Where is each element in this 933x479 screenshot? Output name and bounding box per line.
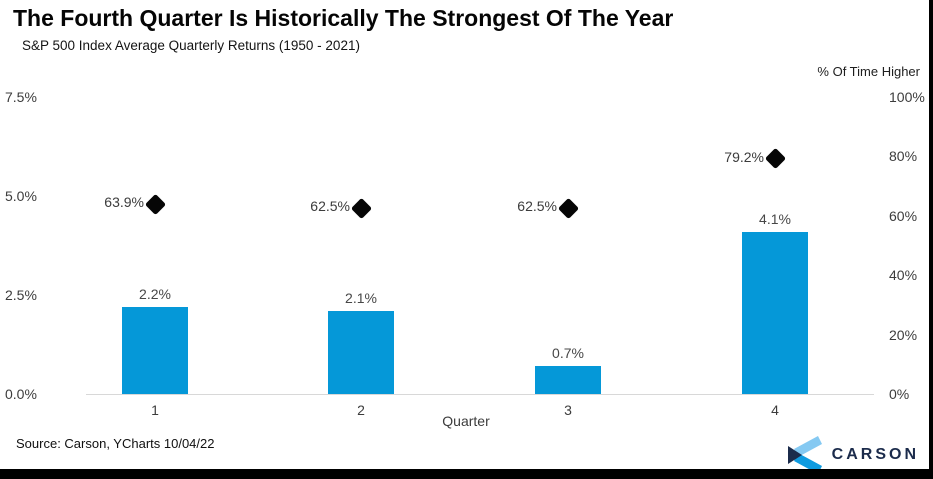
bar-value-label: 4.1% [759, 210, 791, 227]
marker-value-label: 79.2% [724, 148, 764, 165]
right-axis-title: % Of Time Higher [817, 64, 920, 79]
bottom-border-bar [0, 469, 933, 479]
x-axis-tick-label: 3 [564, 402, 572, 418]
y-axis-tick-label-right: 60% [889, 207, 918, 224]
marker-value-label: 62.5% [310, 198, 350, 215]
logo-chevron-top [793, 436, 822, 457]
y-axis-tick-label-right: 40% [889, 267, 918, 284]
bar-value-label: 2.1% [345, 289, 377, 306]
x-axis-tick-label: 4 [771, 402, 779, 418]
carson-logo: CARSON [787, 436, 919, 474]
y-axis-tick-label-left: 0.0% [5, 386, 37, 402]
x-axis-title: Quarter [442, 413, 490, 429]
bar-value-label: 2.2% [139, 285, 171, 302]
y-axis-tick-label-right: 0% [889, 386, 910, 402]
bar-quarter-3 [535, 366, 601, 394]
logo-text: CARSON [831, 446, 919, 463]
logo-triangle [787, 446, 802, 464]
marker-diamond-quarter-1 [144, 193, 166, 215]
source-note: Source: Carson, YCharts 10/04/22 [16, 436, 215, 451]
logo-chevron-bottom [793, 453, 822, 474]
y-axis-tick-label-left: 5.0% [5, 188, 37, 204]
right-border-bar [929, 0, 933, 479]
bar-quarter-1 [122, 306, 188, 394]
x-axis-line [86, 394, 874, 395]
x-axis-tick-label: 1 [151, 402, 159, 418]
bar-quarter-2 [328, 310, 394, 394]
marker-diamond-quarter-3 [557, 197, 579, 219]
marker-value-label: 63.9% [104, 194, 144, 211]
marker-diamond-quarter-4 [764, 148, 786, 170]
y-axis-tick-label-right: 100% [889, 89, 925, 105]
y-axis-tick-label-right: 80% [889, 148, 918, 165]
marker-value-label: 62.5% [517, 198, 557, 215]
bar-quarter-4 [742, 231, 808, 394]
marker-diamond-quarter-2 [350, 197, 372, 219]
carson-chevron-icon [787, 436, 822, 474]
chart-subtitle: S&P 500 Index Average Quarterly Returns … [22, 38, 360, 53]
y-axis-tick-label-left: 7.5% [5, 89, 37, 105]
y-axis-tick-label-right: 20% [889, 326, 918, 343]
x-axis-tick-label: 2 [357, 402, 365, 418]
page-title: The Fourth Quarter Is Historically The S… [13, 5, 674, 31]
bar-value-label: 0.7% [552, 345, 584, 362]
y-axis-tick-label-left: 2.5% [5, 287, 37, 303]
